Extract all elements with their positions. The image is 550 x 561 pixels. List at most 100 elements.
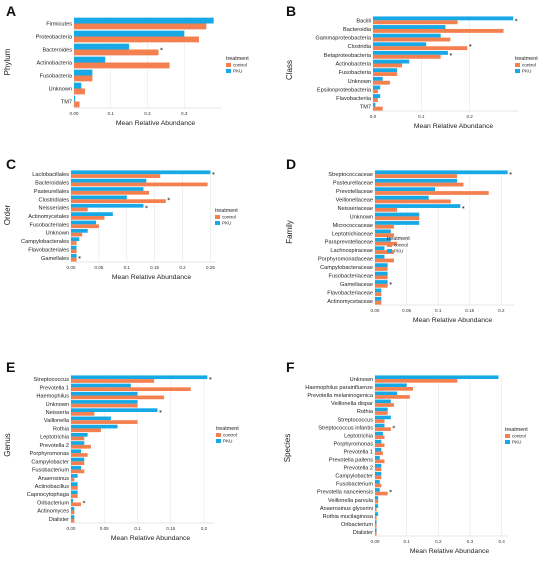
- bar-pku: [71, 187, 144, 191]
- bar-control: [71, 379, 155, 383]
- legend-label: control: [222, 215, 236, 220]
- category-label: Rothia mucilaginosa: [323, 514, 374, 520]
- bar-pku: [375, 399, 391, 404]
- category-label: Unknown: [350, 214, 373, 220]
- bar-control: [71, 403, 138, 408]
- x-axis-title: Mean Relative Abundance: [413, 317, 493, 324]
- bar-pku: [375, 504, 379, 508]
- category-label: Prevotella nanceiensis: [317, 490, 373, 496]
- bar-control: [71, 190, 150, 195]
- legend-label: PKU: [233, 69, 242, 74]
- bar-control: [71, 412, 95, 416]
- bar-pku: [71, 178, 147, 183]
- significance-star: *: [389, 489, 392, 496]
- bar-pku: [71, 195, 127, 200]
- bar-control: [71, 469, 85, 474]
- significance-star: *: [160, 47, 163, 54]
- y-axis-title: Family: [285, 220, 294, 244]
- bar-pku: [71, 506, 75, 511]
- category-label: Prevotella 2: [39, 443, 69, 449]
- panel-e: E Genus Streptococcus * Prevotella 1 Haemophi…: [3, 359, 239, 542]
- bar-control: [373, 63, 402, 68]
- category-label: Neisseriales: [39, 206, 70, 212]
- legend-swatch-pku: [226, 69, 231, 73]
- bar-control: [375, 419, 385, 423]
- bar-pku: [375, 280, 388, 284]
- category-label: Actinomyces: [37, 509, 69, 515]
- bar-pku: [74, 95, 76, 102]
- category-label: TM7: [360, 105, 371, 111]
- legend-title: treatment: [505, 427, 528, 433]
- bar-pku: [375, 423, 385, 428]
- x-tick-label: 0.00: [67, 265, 76, 270]
- bar-control: [375, 427, 391, 431]
- bar-control: [71, 420, 138, 424]
- y-axis-title: Species: [283, 434, 292, 462]
- bar-control: [74, 101, 80, 108]
- bar-control: [71, 174, 161, 178]
- x-tick-label: 0.15: [465, 308, 474, 313]
- bar-pku: [71, 212, 113, 216]
- significance-star: *: [392, 425, 395, 432]
- bar-pku: [71, 424, 118, 429]
- x-axis-title: Mean Relative Abundance: [111, 535, 191, 542]
- bar-control: [71, 216, 105, 220]
- category-label: Unknown: [348, 79, 371, 85]
- bar-pku: [71, 400, 138, 404]
- bar-control: [71, 486, 78, 490]
- bar-pku: [375, 407, 388, 412]
- bar-pku: [375, 288, 382, 293]
- bar-pku: [375, 204, 461, 208]
- x-axis-title: Mean Relative Abundance: [410, 548, 490, 555]
- legend-label: PKU: [512, 440, 521, 445]
- legend-title: treatment: [215, 208, 238, 214]
- bar-pku: [71, 228, 88, 233]
- bar-control: [71, 199, 166, 204]
- bar-pku: [373, 85, 381, 90]
- bar-control: [375, 191, 489, 195]
- bar-control: [71, 518, 75, 523]
- bar-control: [375, 443, 385, 448]
- category-label: Actinobacteria: [37, 61, 73, 67]
- bar-control: [74, 75, 93, 82]
- bar-control: [71, 207, 88, 212]
- category-label: Clostridia: [348, 44, 372, 50]
- bar-control: [373, 72, 398, 77]
- category-label: Porphyromonas: [30, 451, 70, 457]
- bar-pku: [71, 482, 78, 486]
- legend-label: control: [223, 433, 237, 438]
- bar-pku: [375, 229, 391, 234]
- bar-pku: [375, 447, 382, 452]
- y-axis-title: Class: [285, 60, 294, 80]
- bar-pku: [71, 449, 81, 454]
- legend-label: PKU: [522, 69, 531, 74]
- bar-pku: [375, 187, 436, 192]
- x-tick-label: 0.2: [201, 526, 208, 531]
- category-label: Actinobacillus: [35, 484, 69, 490]
- bar-pku: [71, 441, 85, 445]
- category-label: Flavobacteriia: [336, 96, 372, 102]
- bar-pku: [375, 170, 508, 175]
- category-label: Dialister: [49, 517, 69, 523]
- legend-swatch-pku: [515, 69, 520, 73]
- bar-control: [71, 444, 91, 449]
- legend-label: PKU: [222, 221, 231, 226]
- category-label: Lactobacillales: [32, 172, 69, 178]
- x-tick-label: 0.0: [370, 114, 377, 119]
- category-label: Unknown: [49, 87, 72, 93]
- bar-pku: [71, 220, 97, 225]
- bar-control: [373, 98, 378, 102]
- category-label: Porphyromonadaceae: [318, 257, 373, 263]
- bar-control: [373, 106, 383, 111]
- x-tick-label: 0.25: [206, 265, 215, 270]
- bar-pku: [375, 512, 379, 516]
- bar-control: [375, 435, 385, 439]
- bar-pku: [71, 254, 77, 258]
- legend-label: control: [233, 63, 247, 68]
- significance-star: *: [78, 255, 81, 262]
- bar-pku: [375, 455, 380, 460]
- legend-swatch-control: [216, 433, 221, 437]
- category-label: Unknown: [350, 377, 373, 383]
- panel-f: F Species Unknown Haemophilus parainfluenze…: [283, 359, 528, 555]
- bar-pku: [373, 68, 398, 73]
